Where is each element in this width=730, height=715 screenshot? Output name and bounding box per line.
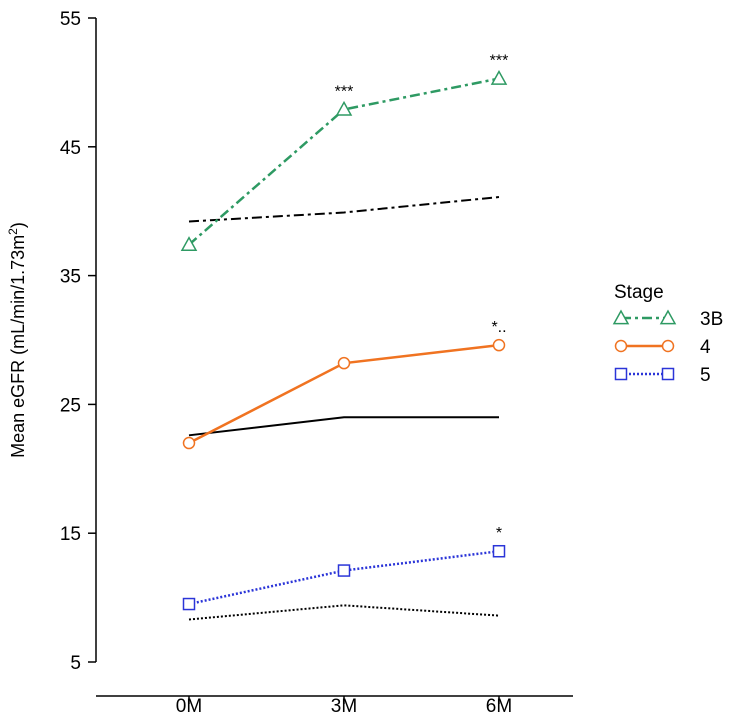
reference-lines — [188, 196, 500, 621]
data-point — [182, 597, 196, 611]
data-point — [490, 69, 508, 85]
data-point — [337, 356, 351, 370]
data-point — [492, 338, 506, 352]
legend-marker — [661, 367, 675, 381]
legend: Stage 3B 4 5 — [612, 282, 723, 386]
y-tick-label: 25 — [60, 395, 81, 416]
reference-line — [188, 604, 500, 621]
x-tick-label: 3M — [331, 696, 357, 715]
significance-annotations: *** *** *.. * — [335, 53, 509, 543]
series-lines — [180, 69, 508, 611]
y-tick-label: 15 — [60, 524, 81, 545]
data-point — [180, 236, 198, 252]
legend-marker — [612, 309, 630, 325]
legend-marker — [614, 339, 628, 353]
y-axis-title-close: ) — [8, 222, 28, 228]
legend-item-3B: 3B — [612, 309, 723, 330]
legend-item-4: 4 — [614, 337, 711, 358]
y-axis: 5 15 25 35 45 55 — [60, 9, 97, 674]
x-tick-label: 0M — [176, 696, 202, 715]
significance-label: *** — [490, 53, 509, 70]
y-tick-label: 35 — [60, 267, 81, 288]
series-4 — [182, 338, 506, 450]
legend-label: 5 — [700, 365, 711, 386]
legend-marker — [659, 309, 677, 325]
significance-label: *** — [335, 83, 354, 100]
y-tick-label: 45 — [60, 138, 81, 159]
legend-title: Stage — [614, 282, 664, 303]
x-axis: 0M 3M 6M — [96, 695, 573, 715]
reference-line — [188, 416, 499, 437]
y-axis-title-main: Mean eGFR (mL/min/1.73m — [8, 235, 28, 458]
legend-marker — [614, 367, 628, 381]
legend-marker — [661, 339, 675, 353]
data-point — [492, 544, 506, 558]
data-point — [337, 564, 351, 577]
y-axis-title: Mean eGFR (mL/min/1.73m2) — [6, 222, 28, 458]
series-3B — [180, 69, 508, 252]
legend-item-5: 5 — [614, 365, 711, 386]
series-line — [188, 549, 500, 606]
y-tick-label: 5 — [70, 653, 81, 674]
legend-label: 4 — [700, 337, 711, 358]
series-5 — [182, 544, 506, 611]
reference-line — [188, 196, 500, 223]
x-tick-label: 6M — [486, 696, 512, 715]
significance-label: *.. — [491, 319, 506, 336]
legend-label: 3B — [700, 309, 723, 330]
y-axis-title-sup: 2 — [6, 228, 20, 235]
data-point — [335, 100, 353, 116]
significance-label: * — [496, 525, 502, 542]
y-tick-label: 55 — [60, 9, 81, 30]
data-point — [182, 436, 196, 450]
